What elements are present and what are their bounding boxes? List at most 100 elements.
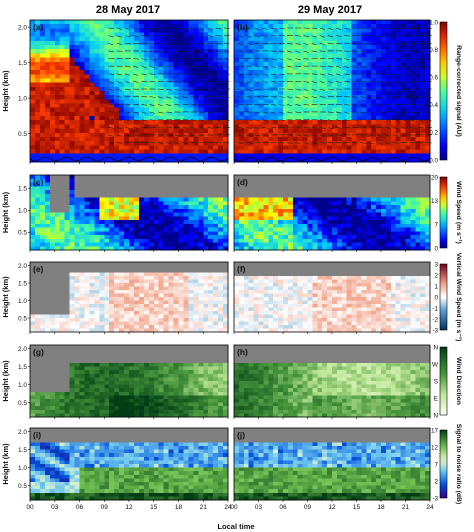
wind-arrow [199, 35, 205, 38]
wind-arrow [262, 27, 268, 30]
wind-arrow [215, 50, 222, 52]
x-tick-label: 09 [304, 504, 312, 511]
wind-arrow [141, 126, 148, 129]
panel-wind_direction-day2: (h) [233, 344, 431, 418]
wind-arrow [352, 111, 358, 114]
wind-arrow [311, 88, 317, 91]
y-axis-snr: 0.5 1.0 1.5 2.0 Height (km) [1, 429, 30, 490]
panel-letter: (i) [33, 430, 41, 440]
y-tick-label: 1.5 [18, 186, 27, 193]
wind-arrow [223, 119, 230, 121]
wind-arrow [166, 50, 172, 53]
y-tick-label: 2.0 [18, 346, 27, 353]
wind-arrow [319, 96, 326, 98]
colorbar-tick-label: 20 [431, 174, 439, 181]
wind-arrow [149, 96, 156, 98]
wind-arrow [124, 88, 131, 91]
wind-arrow [199, 27, 205, 30]
wind-arrow [141, 27, 147, 30]
wind-arrow [116, 73, 123, 76]
wind-arrow [116, 88, 122, 91]
wind-arrow [182, 81, 188, 84]
panel-wind_speed-day1: (c) [29, 174, 229, 251]
wind-arrow [376, 43, 382, 46]
wind-arrow [199, 88, 205, 91]
wind-arrow [295, 35, 302, 37]
wind-arrow [116, 119, 123, 121]
wind-arrow [149, 50, 156, 53]
heatmap-cells [30, 175, 229, 251]
panel-wind_direction-day1: (g) [29, 344, 229, 418]
x-tick-label: 24 [426, 504, 434, 511]
wind-arrow [287, 50, 293, 53]
wind-arrow [108, 27, 115, 30]
wind-arrow [133, 81, 139, 83]
wind-arrow [166, 43, 172, 45]
wind-arrow [376, 50, 383, 53]
wind-arrow [376, 142, 382, 145]
wind-vectors [108, 27, 230, 145]
colorbar-backscatter: 0.0 0.2 0.4 0.6 0.8 1.0 Range-corrected signal… [429, 19, 462, 164]
wind-arrow [344, 27, 350, 30]
wind-arrow [166, 65, 173, 67]
y-tick-label: 0.5 [18, 400, 27, 407]
colorbar-gradient [439, 21, 448, 161]
wind-arrow [303, 81, 310, 83]
wind-arrow [262, 119, 268, 122]
y-tick-label: 1.0 [18, 95, 27, 102]
wind-arrow [207, 126, 213, 129]
wind-arrow [215, 81, 222, 83]
wind-arrow [336, 111, 342, 114]
wind-arrow [254, 27, 260, 30]
wind-arrow [287, 142, 293, 144]
wind-arrow [246, 119, 252, 121]
wind-arrow [303, 88, 309, 91]
wind-arrow [319, 73, 326, 76]
wind-arrow [141, 50, 148, 52]
wind-arrow [327, 65, 334, 68]
wind-arrow [393, 96, 400, 98]
wind-arrow [401, 126, 407, 130]
wind-arrow [149, 27, 156, 29]
wind-arrow [385, 126, 391, 129]
wind-arrow [157, 96, 164, 99]
wind-arrow [319, 81, 325, 84]
panel-letter: (b) [237, 22, 248, 32]
wind-arrow [190, 119, 197, 121]
wind-arrow [207, 73, 213, 76]
colorbar-gradient [439, 346, 448, 416]
y-axis-label: Height (km) [1, 443, 10, 485]
panel-wind_speed-day2: (d) [233, 174, 431, 251]
wind-arrow [254, 73, 260, 76]
wind-arrow [401, 119, 407, 122]
wind-arrow [116, 81, 122, 84]
wind-arrow [133, 73, 139, 76]
wind-arrow [238, 35, 244, 38]
wind-arrow [409, 35, 416, 37]
wind-arrow [409, 73, 415, 76]
wind-arrow [319, 43, 326, 45]
x-tick-label: 06 [76, 504, 84, 511]
wind-arrow [157, 104, 163, 107]
wind-arrow [238, 43, 244, 46]
wind-arrow [352, 27, 359, 29]
wind-arrow [360, 65, 367, 68]
wind-arrow [417, 73, 424, 76]
wind-arrow [417, 104, 424, 106]
wind-arrow [174, 50, 180, 53]
wind-arrow [215, 119, 221, 122]
wind-arrow [182, 126, 189, 129]
wind-arrow [303, 50, 309, 53]
y-axis-label: Height (km) [1, 191, 10, 233]
wind-arrow [157, 43, 164, 45]
wind-arrow [385, 35, 391, 38]
wind-arrow [287, 58, 293, 61]
wind-arrow [368, 104, 375, 106]
wind-arrow [278, 142, 285, 144]
wind-arrow [417, 111, 423, 114]
wind-arrow [303, 96, 309, 99]
wind-arrow [166, 88, 172, 91]
wind-arrow [336, 35, 342, 37]
wind-arrow [393, 43, 399, 45]
panel-letter: (j) [237, 430, 245, 440]
